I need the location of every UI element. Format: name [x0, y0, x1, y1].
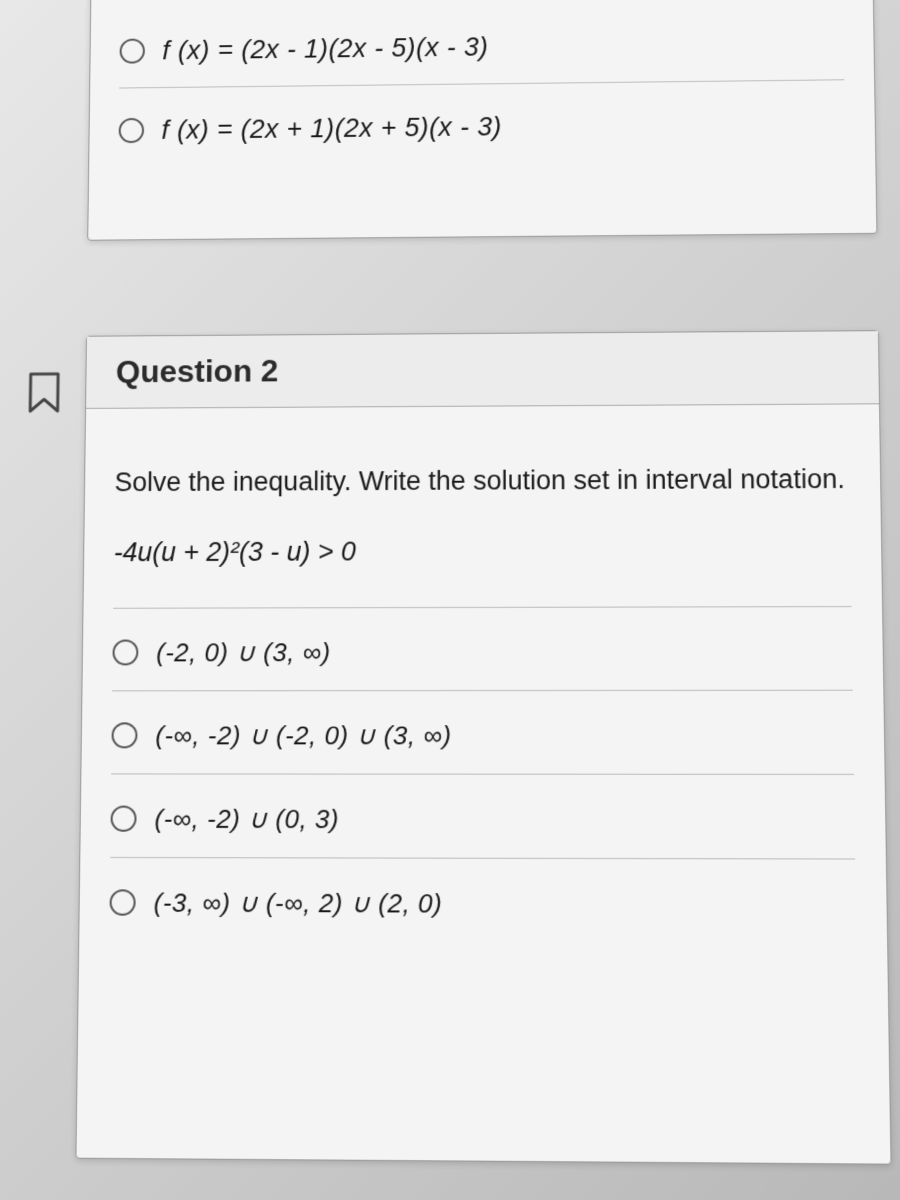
- question-2-option-row[interactable]: (-2, 0) ∪ (3, ∞): [112, 607, 853, 691]
- question-1-option-row[interactable]: f (x) = (2x + 1)(2x + 5)(x - 3): [118, 80, 845, 167]
- radio-icon[interactable]: [109, 889, 135, 915]
- question-2-option-row[interactable]: (-∞, -2) ∪ (-2, 0) ∪ (3, ∞): [111, 691, 854, 775]
- radio-icon[interactable]: [110, 806, 136, 832]
- question-2-option-row[interactable]: (-∞, -2) ∪ (0, 3): [110, 774, 855, 859]
- radio-icon[interactable]: [111, 722, 137, 748]
- question-2-option-label: (-∞, -2) ∪ (-2, 0) ∪ (3, ∞): [155, 720, 452, 751]
- question-2-title: Question 2: [116, 353, 279, 389]
- radio-icon[interactable]: [112, 640, 138, 666]
- question-2-option-label: (-∞, -2) ∪ (0, 3): [154, 803, 339, 835]
- bookmark-icon[interactable]: [24, 370, 64, 417]
- question-2-option-label: (-3, ∞) ∪ (-∞, 2) ∪ (2, 0): [153, 887, 442, 919]
- question-1-body: f (x) = (2x - 1)(2x - 5)(x - 3) f (x) = …: [89, 0, 875, 177]
- question-2-option-label: (-2, 0) ∪ (3, ∞): [156, 637, 331, 668]
- question-2-header: Question 2: [86, 331, 879, 409]
- radio-icon[interactable]: [119, 118, 145, 143]
- question-2-option-row[interactable]: (-3, ∞) ∪ (-∞, 2) ∪ (2, 0): [109, 858, 856, 944]
- question-1-option-label: f (x) = (2x + 1)(2x + 5)(x - 3): [161, 112, 502, 145]
- question-2-panel: Question 2 Solve the inequality. Write t…: [75, 330, 891, 1165]
- question-2-prompt: Solve the inequality. Write the solution…: [114, 424, 850, 527]
- question-2-expression: -4u(u + 2)²(3 - u) > 0: [113, 525, 852, 609]
- question-2-body: Solve the inequality. Write the solution…: [79, 404, 887, 954]
- question-1-option-row[interactable]: f (x) = (2x - 1)(2x - 5)(x - 3): [119, 0, 844, 88]
- question-1-panel: f (x) = (2x - 1)(2x - 5)(x - 3) f (x) = …: [87, 0, 877, 241]
- radio-icon[interactable]: [120, 39, 145, 64]
- question-1-option-label: f (x) = (2x - 1)(2x - 5)(x - 3): [162, 32, 488, 66]
